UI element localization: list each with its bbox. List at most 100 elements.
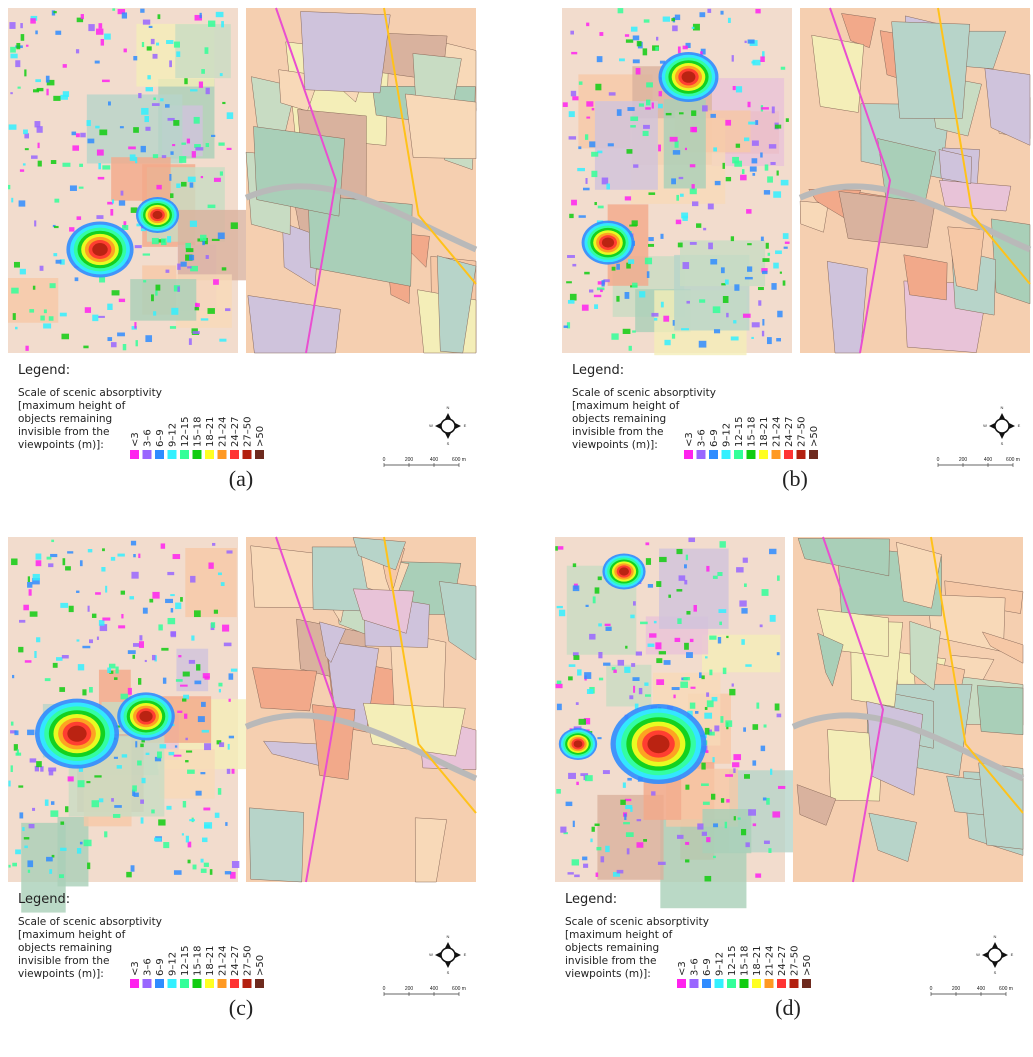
map-speckle [783, 280, 786, 285]
map-speckle [636, 842, 643, 848]
map-speckle [767, 337, 772, 344]
map-speckle [110, 209, 113, 216]
legend-class-label: 21–24 [218, 417, 229, 447]
map-speckle [778, 786, 785, 789]
map-speckle [705, 876, 712, 882]
map-speckle [173, 554, 181, 559]
map-speckle [132, 655, 135, 659]
map-speckle [584, 672, 591, 679]
map-speckle [637, 819, 641, 821]
map-speckle [679, 575, 686, 580]
map-speckle [194, 117, 200, 124]
legend-class-label: 9–12 [715, 952, 726, 976]
map-speckle [170, 326, 176, 329]
map-speckle [118, 625, 125, 628]
legend-swatch [143, 450, 152, 459]
map-hotspot [574, 740, 583, 747]
map-speckle [770, 769, 772, 775]
map-speckle [59, 687, 65, 692]
compass-letter: W [429, 952, 433, 957]
map-speckle [646, 82, 653, 87]
map-speckle [133, 56, 137, 60]
map-speckle [114, 805, 122, 808]
map-speckle [170, 632, 176, 636]
map-speckle [206, 143, 209, 147]
map-speckle [713, 856, 716, 858]
map-speckle [631, 663, 635, 667]
map-speckle [131, 865, 135, 871]
map-speckle [192, 151, 196, 158]
map-speckle [14, 730, 18, 735]
map-speckle [9, 22, 15, 29]
map-speckle [753, 823, 756, 826]
map-speckle [76, 133, 80, 137]
map-speckle [633, 601, 636, 605]
map-speckle [591, 171, 597, 177]
panel: Legend:Scale of scenic absorptivity[maxi… [8, 537, 476, 1020]
map-speckle [187, 770, 195, 774]
map-speckle [594, 304, 598, 309]
map-speckle [77, 216, 82, 220]
map-speckle [705, 656, 708, 658]
map-speckle [156, 43, 159, 46]
legend-class-label: 6–9 [155, 958, 166, 976]
map-speckle [133, 643, 140, 647]
map-hotspot [139, 711, 152, 722]
map-speckle [10, 54, 17, 59]
map-speckle [699, 12, 705, 17]
map-speckle [54, 226, 59, 228]
map-speckle [572, 264, 576, 267]
legend-class-label: <3 [130, 961, 141, 976]
map-speckle [699, 341, 707, 348]
map-speckle [752, 140, 759, 145]
map-speckle [194, 610, 201, 617]
map-speckle [706, 837, 710, 842]
map-speckle [585, 134, 588, 140]
compass-letter: E [1018, 423, 1021, 428]
panel-label: (d) [775, 995, 801, 1020]
map-speckle [175, 603, 181, 609]
map-speckle [670, 137, 678, 142]
map-speckle [726, 636, 728, 638]
map-speckle [60, 821, 64, 824]
map-speckle [613, 670, 616, 673]
map-speckle [43, 323, 51, 328]
map-speckle [676, 220, 681, 225]
map-speckle [188, 177, 196, 182]
map-speckle [211, 135, 215, 137]
map-speckle [632, 330, 636, 332]
map-speckle [126, 872, 131, 877]
map-speckle [174, 42, 180, 48]
map-speckle [218, 233, 225, 240]
map-speckle [710, 114, 715, 118]
map-speckle [625, 34, 629, 37]
map-speckle [598, 623, 602, 626]
legend-text: [maximum height of [572, 400, 680, 412]
map-speckle [723, 296, 729, 303]
map-speckle [677, 618, 681, 624]
legend-swatch [193, 450, 202, 459]
map-speckle [726, 313, 729, 317]
map-speckle [772, 811, 780, 817]
map-speckle [570, 294, 577, 301]
compass-ring [988, 948, 1002, 962]
map-hotspot [602, 238, 614, 248]
map-speckle [705, 707, 708, 710]
map-speckle [660, 234, 663, 239]
map-speckle [18, 87, 21, 89]
map-speckle [186, 750, 192, 752]
map-speckle [654, 621, 657, 623]
map-speckle [729, 689, 735, 695]
map-speckle [785, 242, 790, 244]
map-speckle [755, 9, 760, 13]
map-speckle [153, 54, 158, 59]
map-speckle [87, 120, 91, 126]
map-speckle [200, 772, 205, 774]
map-speckle [755, 873, 761, 877]
map-speckle [767, 176, 773, 182]
map-speckle [685, 785, 689, 790]
map-speckle [95, 126, 99, 129]
map-speckle [143, 280, 146, 282]
map-speckle [636, 68, 641, 75]
map-speckle [569, 664, 576, 667]
